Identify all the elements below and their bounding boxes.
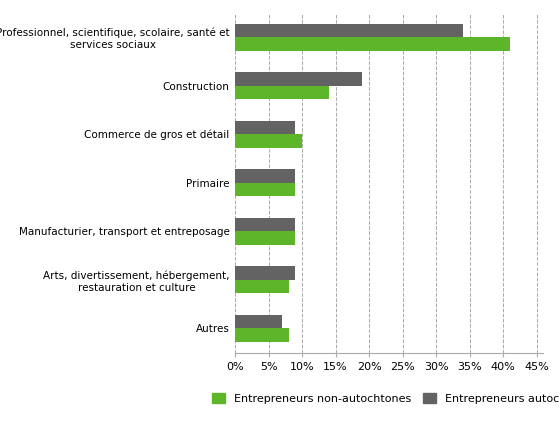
Bar bbox=[235, 37, 510, 51]
Bar bbox=[235, 72, 362, 86]
Bar bbox=[235, 86, 329, 99]
Bar bbox=[235, 169, 296, 183]
Bar bbox=[235, 315, 282, 329]
Bar bbox=[235, 280, 289, 293]
Legend: Entrepreneurs non-autochtones, Entrepreneurs autochtones: Entrepreneurs non-autochtones, Entrepren… bbox=[208, 389, 560, 408]
Bar bbox=[235, 121, 296, 134]
Bar bbox=[235, 183, 296, 197]
Bar bbox=[235, 266, 296, 280]
Bar bbox=[235, 218, 296, 231]
Bar bbox=[235, 329, 289, 342]
Bar bbox=[235, 134, 302, 148]
Bar bbox=[235, 24, 463, 37]
Bar bbox=[235, 231, 296, 245]
